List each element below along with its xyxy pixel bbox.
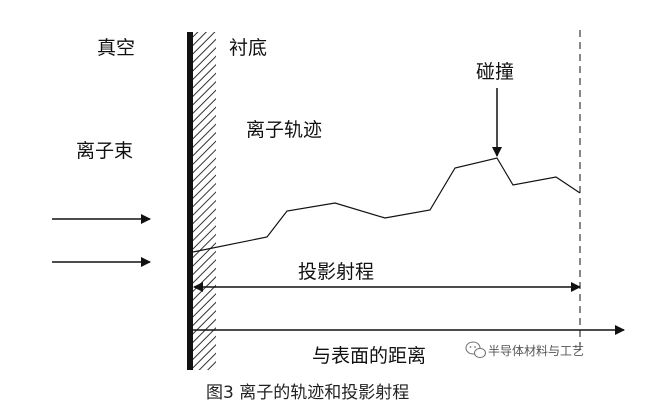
ion-trajectory-label: 离子轨迹: [246, 119, 322, 141]
ion-beam-label: 离子束: [76, 140, 133, 162]
ion-trajectory-path: [192, 157, 581, 253]
distance-from-surface-label: 与表面的距离: [312, 345, 426, 367]
watermark: 半导体材料与工艺: [465, 341, 584, 359]
substrate-surface-line: [187, 32, 193, 370]
figure-caption: 图3 离子的轨迹和投影射程: [206, 383, 409, 403]
vacuum-label: 真空: [97, 37, 135, 59]
wechat-logo-icon: [465, 341, 487, 359]
substrate-hatch: [192, 32, 216, 370]
projected-range-label: 投影射程: [298, 261, 374, 283]
substrate-label: 衬底: [229, 37, 267, 59]
watermark-text: 半导体材料与工艺: [488, 344, 584, 358]
collision-label: 碰撞: [476, 61, 514, 83]
